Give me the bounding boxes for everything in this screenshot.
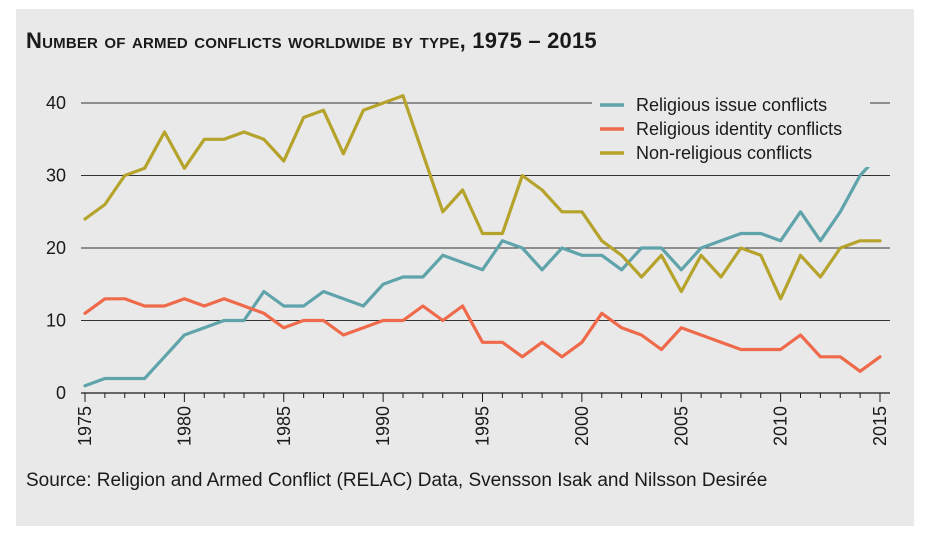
x-tick-label-1975: 1975 bbox=[75, 406, 95, 446]
x-tick-label-1985: 1985 bbox=[274, 406, 294, 446]
legend-background bbox=[592, 93, 892, 167]
y-tick-label-40: 40 bbox=[46, 93, 66, 113]
axes: 0 10 20 30 40 1975 1980 1985 1990 1995 2000 2005 201… bbox=[46, 93, 890, 446]
series-line-3 bbox=[83, 94, 882, 301]
x-tick-label-2010: 2010 bbox=[771, 406, 791, 446]
legend-label-1: Religious issue conflicts bbox=[636, 95, 827, 115]
x-tick-label-1980: 1980 bbox=[174, 406, 194, 446]
x-tick-label-2015: 2015 bbox=[870, 406, 890, 446]
x-tick-label-1995: 1995 bbox=[473, 406, 493, 446]
chart-source: Source: Religion and Armed Conflict (REL… bbox=[26, 470, 768, 491]
series-lines bbox=[83, 94, 882, 388]
series-line-2 bbox=[83, 297, 882, 373]
y-tick-label-30: 30 bbox=[46, 166, 66, 186]
legend: Religious issue conflicts Religious ident… bbox=[592, 93, 892, 167]
x-tick-label-2005: 2005 bbox=[671, 406, 691, 446]
x-tick-label-1990: 1990 bbox=[373, 406, 393, 446]
legend-label-3: Non-religious conflicts bbox=[636, 143, 812, 163]
y-tick-label-10: 10 bbox=[46, 311, 66, 331]
series-line-1 bbox=[83, 152, 882, 388]
chart-title: Number of armed conflicts worldwide by t… bbox=[26, 28, 597, 53]
y-tick-label-0: 0 bbox=[56, 383, 66, 403]
x-tick-label-2000: 2000 bbox=[572, 406, 592, 446]
legend-label-2: Religious identity conflicts bbox=[636, 119, 842, 139]
y-tick-label-20: 20 bbox=[46, 238, 66, 258]
